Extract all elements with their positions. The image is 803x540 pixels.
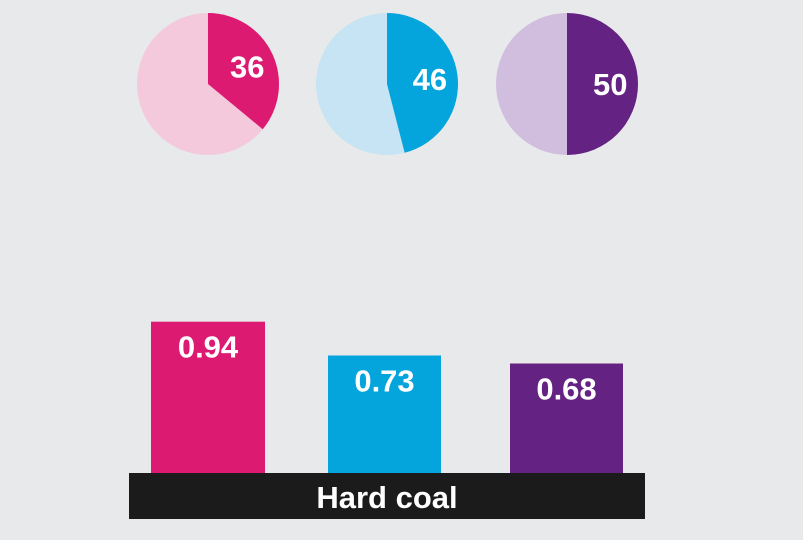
bar [510,363,623,473]
pie-charts-group: 36 46 50 [137,12,638,155]
pie-slice-value [387,13,459,153]
category-axis: Hard coal [129,473,645,519]
pie-value-label: 36 [230,50,264,85]
bar-value-label: 0.73 [354,364,414,399]
pie-value-label: 46 [413,62,447,97]
category-label: Hard coal [316,480,457,515]
pie-chart: 50 [496,13,638,155]
bar-chart-group: 0.94 0.73 0.68 [151,321,623,473]
bar-value-label: 0.94 [178,330,239,365]
pie-chart: 46 [316,13,459,155]
bar [151,321,265,473]
pie-slice-value [208,12,280,130]
pie-slice-value [567,13,638,155]
pie-value-label: 50 [593,67,627,102]
bar-value-label: 0.68 [536,372,596,407]
bar [328,355,441,473]
pie-chart: 36 [137,12,280,155]
category-bar [129,473,645,519]
